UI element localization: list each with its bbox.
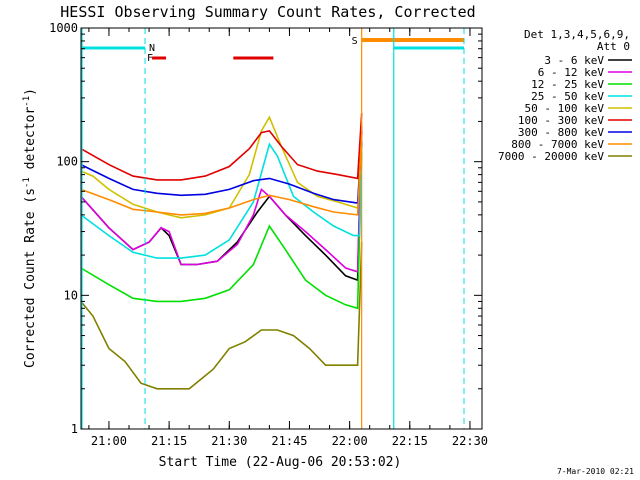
annotation-n: N (149, 43, 155, 54)
x-tick-label: 21:30 (211, 434, 247, 448)
annotation-s: S (352, 36, 358, 47)
y-tick-label: 10 (64, 288, 78, 302)
legend-header-line-2: Att 0 (597, 40, 630, 53)
y-axis-label: Corrected Count Rate (s-1 detector-1) (22, 88, 38, 368)
legend-label: 3 - 6 keV (544, 54, 604, 67)
legend-label: 6 - 12 keV (538, 66, 605, 79)
flag-bars: NF S (81, 36, 464, 64)
x-tick-label: 22:15 (392, 434, 428, 448)
legend-label: 50 - 100 keV (525, 102, 605, 115)
plot-frame (80, 27, 483, 430)
legend-label: 12 - 25 keV (531, 78, 604, 91)
y-axis: 1 10 100 1000 (49, 21, 482, 436)
series-line-50-100-kev (80, 115, 363, 219)
y-tick-label: 1000 (49, 21, 78, 35)
y-tick-label: 1 (71, 422, 78, 436)
footer-timestamp: 7-Mar-2010 02:21 (557, 467, 634, 476)
legend-header-line-1: Det 1,3,4,5,6,9, (524, 28, 630, 41)
chart-title: HESSI Observing Summary Count Rates, Cor… (60, 3, 475, 21)
x-axis-label: Start Time (22-Aug-06 20:53:02) (159, 455, 402, 470)
series-layer (80, 113, 363, 390)
series-line-25-50-kev (80, 138, 363, 259)
legend-label: 300 - 800 keV (518, 126, 604, 139)
annotation-f: F (147, 53, 153, 64)
legend-label: 7000 - 20000 keV (498, 150, 604, 163)
series-line-6-12-kev (80, 124, 363, 273)
series-line-300-800-kev (80, 142, 363, 205)
series-line-12-25-kev (80, 151, 363, 310)
x-tick-label: 22:00 (332, 434, 368, 448)
legend-label: 25 - 50 keV (531, 90, 604, 103)
series-line-7000-20000-kev (80, 242, 363, 390)
series-line-800-7000-kev (80, 134, 363, 216)
legend-label: 800 - 7000 keV (511, 138, 604, 151)
x-tick-label: 21:00 (91, 434, 127, 448)
x-tick-label: 21:45 (271, 434, 307, 448)
y-tick-label: 100 (56, 155, 78, 169)
legend-label: 100 - 300 keV (518, 114, 604, 127)
boundary-lines (81, 28, 465, 429)
x-tick-label: 21:15 (151, 434, 187, 448)
x-tick-label: 22:30 (452, 434, 488, 448)
x-axis: 21:00 21:15 21:30 21:45 22:00 22:15 22:30 (88, 28, 488, 448)
